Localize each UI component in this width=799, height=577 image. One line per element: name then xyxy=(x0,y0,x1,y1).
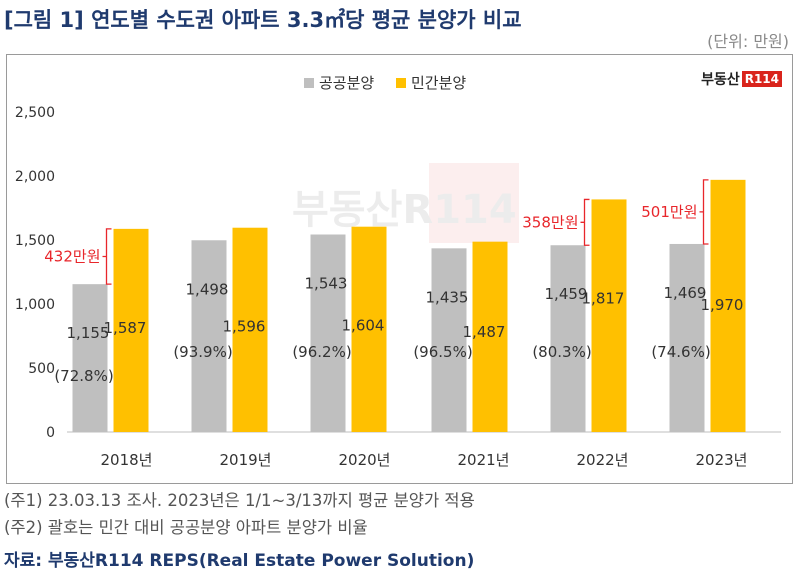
source-line: 자료: 부동산R114 REPS(Real Estate Power Solut… xyxy=(4,551,475,571)
data-label-private: 1,596 xyxy=(223,318,266,336)
x-tick-label: 2021년 xyxy=(458,451,510,469)
y-tick-label: 2,000 xyxy=(15,169,55,185)
unit-label: (단위: 만원) xyxy=(707,32,789,51)
watermark-text: 부동산R114 xyxy=(292,187,517,233)
x-tick-label: 2023년 xyxy=(696,451,748,469)
bar-public xyxy=(550,245,586,432)
bar-private xyxy=(591,199,627,432)
brand-logo-text: 부동산 xyxy=(701,72,740,88)
bar-private xyxy=(232,227,268,432)
footnotes: (주1) 23.03.13 조사. 2023년은 1/1~3/13까지 평균 분… xyxy=(4,487,475,541)
chart-container: 부동산R114 0 500 1,000 1,500 2,000 2,500 공공분양 민간분양 2… xyxy=(6,54,793,484)
watermark: 부동산R114 xyxy=(292,163,519,243)
data-label-public: 1,155 xyxy=(67,324,110,342)
legend-swatch-public xyxy=(304,78,314,88)
legend-swatch-private xyxy=(396,78,406,88)
ratio-label: (93.9%) xyxy=(173,343,232,361)
bar-chart: 부동산R114 0 500 1,000 1,500 2,000 2,500 공공분양 민간분양 2… xyxy=(15,74,781,469)
ratio-label: (74.6%) xyxy=(651,343,710,361)
data-label-public: 1,469 xyxy=(664,284,707,302)
bar-private xyxy=(351,226,387,432)
gap-bracket xyxy=(102,228,112,285)
data-label-public: 1,543 xyxy=(305,274,348,292)
brand-logo: 부동산 R114 xyxy=(701,69,782,89)
bar-private xyxy=(710,179,746,432)
x-tick-label: 2022년 xyxy=(577,451,629,469)
legend-label-private: 민간분양 xyxy=(411,74,466,92)
ratio-label: (96.2%) xyxy=(292,343,351,361)
y-tick-label: 500 xyxy=(28,361,55,377)
data-label-public: 1,459 xyxy=(545,285,588,303)
bar-public xyxy=(431,248,467,432)
y-tick-label: 1,500 xyxy=(15,233,55,249)
bar-public xyxy=(72,284,108,432)
ratio-label: (72.8%) xyxy=(54,367,113,385)
gap-annotation: 358만원 xyxy=(522,213,578,231)
x-tick-label: 2020년 xyxy=(339,451,391,469)
data-label-private: 1,817 xyxy=(582,289,625,307)
y-tick-label: 1,000 xyxy=(15,297,55,313)
bar-public xyxy=(191,240,227,432)
gap-annotation: 432만원 xyxy=(44,248,100,266)
ratio-label: (96.5%) xyxy=(413,343,472,361)
data-label-private: 1,587 xyxy=(104,319,147,337)
x-tick-label: 2019년 xyxy=(220,451,272,469)
footnote-2: (주2) 괄호는 민간 대비 공공분양 아파트 분양가 비율 xyxy=(4,518,368,537)
y-tick-label: 0 xyxy=(46,425,55,441)
data-label-private: 1,487 xyxy=(463,323,506,341)
data-label-private: 1,970 xyxy=(701,296,744,314)
gap-bracket xyxy=(699,179,709,245)
bar-private xyxy=(113,228,149,432)
bar-public xyxy=(310,234,346,432)
bar-public xyxy=(669,243,705,432)
data-label-private: 1,604 xyxy=(342,317,385,335)
data-label-public: 1,498 xyxy=(186,280,229,298)
gap-annotation: 501만원 xyxy=(641,203,697,221)
legend-label-public: 공공분양 xyxy=(319,74,374,92)
watermark-box xyxy=(429,163,519,243)
footnote-1: (주1) 23.03.13 조사. 2023년은 1/1~3/13까지 평균 분… xyxy=(4,491,475,510)
bar-private xyxy=(472,241,508,432)
y-tick-label: 2,500 xyxy=(15,105,55,121)
data-label-public: 1,435 xyxy=(426,288,469,306)
chart-title: [그림 1] 연도별 수도권 아파트 3.3㎡당 평균 분양가 비교 xyxy=(4,8,522,32)
brand-logo-r114: R114 xyxy=(741,71,782,87)
gap-bracket xyxy=(580,198,590,246)
x-tick-label: 2018년 xyxy=(101,451,153,469)
ratio-label: (80.3%) xyxy=(532,343,591,361)
